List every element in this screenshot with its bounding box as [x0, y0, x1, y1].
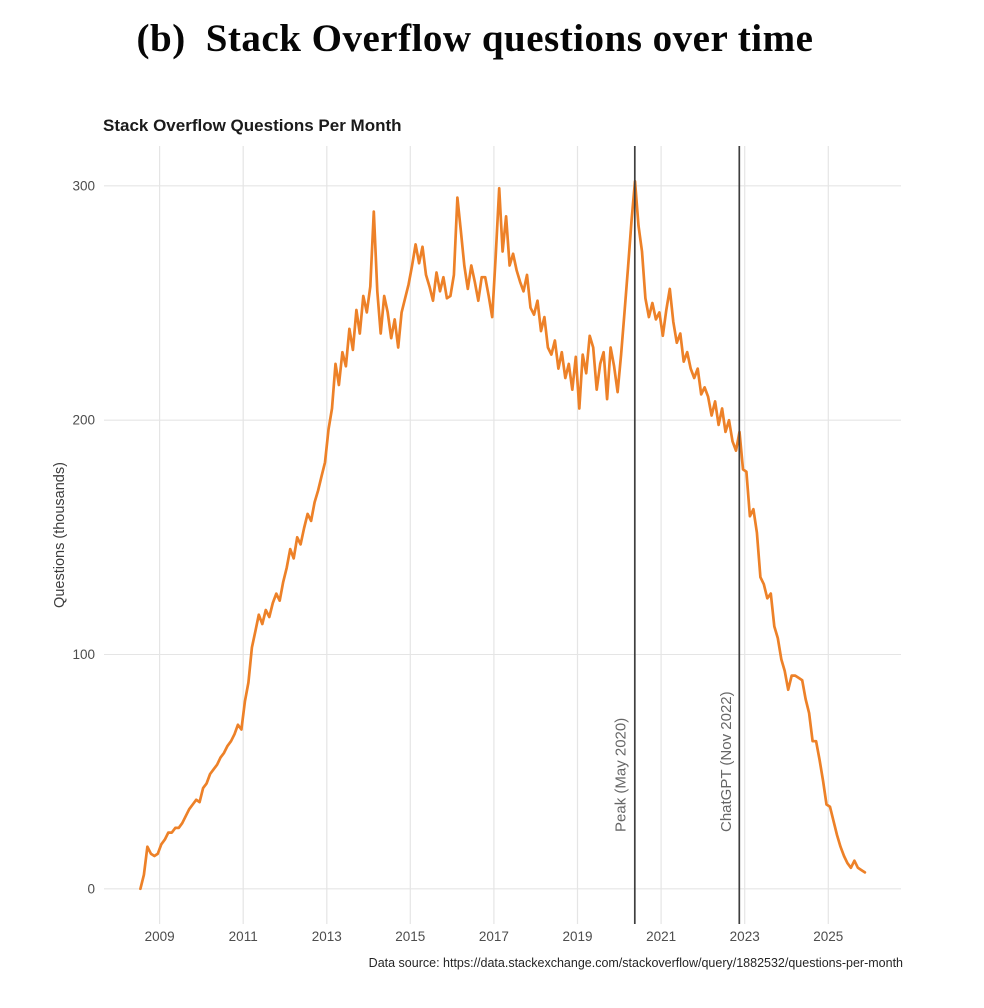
questions-line-series [139, 179, 867, 891]
x-tick-label-2025: 2025 [813, 929, 843, 944]
x-tick-label-2009: 2009 [145, 929, 175, 944]
x-tick-label-2021: 2021 [646, 929, 676, 944]
chart-title: Stack Overflow Questions Per Month [103, 116, 402, 135]
axis-tick-labels: 0 100 200 300 2009 2011 2013 2015 2017 2019 2021 20… [72, 178, 843, 944]
y-tick-label-200: 200 [72, 413, 95, 428]
y-tick-label-100: 100 [72, 647, 95, 662]
y-tick-label-0: 0 [87, 881, 95, 896]
y-tick-label-300: 300 [72, 178, 95, 193]
x-tick-label-2019: 2019 [562, 929, 592, 944]
annotation-label-peak: Peak (May 2020) [613, 718, 630, 832]
x-tick-label-2011: 2011 [229, 929, 258, 944]
x-tick-label-2015: 2015 [395, 929, 425, 944]
questions-line [139, 179, 867, 891]
x-tick-label-2017: 2017 [479, 929, 509, 944]
x-tick-label-2013: 2013 [312, 929, 342, 944]
figure-title: (b) Stack Overflow questions over time [136, 17, 814, 60]
chart-caption: Data source: https://data.stackexchange.… [369, 956, 903, 970]
y-axis-title: Questions (thousands) [52, 462, 68, 608]
x-tick-label-2023: 2023 [730, 929, 760, 944]
gridlines [104, 146, 901, 924]
annotation-label-chatgpt: ChatGPT (Nov 2022) [718, 691, 735, 832]
annotation-lines [633, 146, 741, 924]
